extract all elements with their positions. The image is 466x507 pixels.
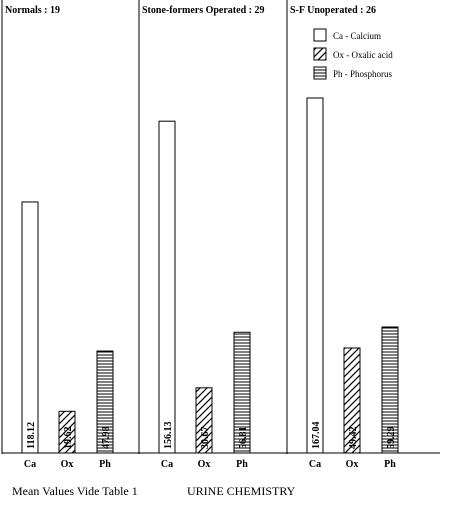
bar-value-label: 156.13 bbox=[163, 422, 174, 450]
bar-ca bbox=[158, 120, 176, 454]
bar-ox bbox=[58, 410, 76, 454]
bar-value-label: 19.62 bbox=[63, 427, 74, 450]
bar-value-label: 49.42 bbox=[348, 427, 359, 450]
legend-swatch bbox=[313, 47, 327, 61]
bar-ox bbox=[343, 347, 361, 454]
bar-value-label: 47.98 bbox=[101, 427, 112, 450]
bar-ox bbox=[195, 387, 213, 454]
panel-1: Normals : 19 118.12 Ca 19.62 Ox 47.98 Ph bbox=[1, 0, 114, 470]
footer-note: Mean Values Vide Table 1 bbox=[12, 484, 138, 498]
bar-ca bbox=[306, 97, 324, 454]
bar-value-label: 56.81 bbox=[238, 427, 249, 450]
bar-ph bbox=[381, 326, 399, 454]
bar-value-label: 30.67 bbox=[200, 427, 211, 450]
legend-label: Ca - Calcium bbox=[333, 31, 381, 41]
bar-value-label: 167.04 bbox=[311, 422, 322, 450]
chart-caption: URINE CHEMISTRY bbox=[187, 484, 296, 498]
category-label: Ox bbox=[346, 459, 359, 470]
category-label: Ca bbox=[24, 459, 36, 470]
legend-swatch bbox=[313, 66, 327, 80]
panel-2: Stone-formers Operated : 29 156.13 Ca 30.67… bbox=[138, 0, 264, 470]
category-label: Ph bbox=[236, 459, 248, 470]
category-label: Ca bbox=[309, 459, 321, 470]
bar-value-label: 59.29 bbox=[386, 427, 397, 450]
category-label: Ox bbox=[198, 459, 211, 470]
bar-ph bbox=[233, 331, 251, 454]
legend-label: Ox - Oxalic acid bbox=[333, 50, 393, 60]
bar-ph bbox=[96, 350, 114, 454]
chart-legend: Ca - Calcium Ox - Oxalic acid Ph - Phospho… bbox=[313, 28, 393, 80]
urine-chemistry-chart: Normals : 19118.12Ca19.62Ox47.98PhStone-… bbox=[1, 0, 440, 470]
legend-swatch bbox=[313, 28, 327, 42]
bar-ca bbox=[21, 201, 39, 454]
panel-title: S-F Unoperated : 26 bbox=[290, 5, 376, 16]
legend-label: Ph - Phosphorus bbox=[333, 69, 393, 79]
bar-value-label: 118.12 bbox=[26, 422, 37, 449]
panel-3: S-F Unoperated : 26 167.04 Ca 49.42 Ox 59.29 P… bbox=[286, 0, 399, 470]
category-label: Ca bbox=[161, 459, 173, 470]
panel-title: Stone-formers Operated : 29 bbox=[142, 5, 264, 16]
chart-footer: Mean Values Vide Table 1 URINE CHEMISTRY bbox=[12, 484, 295, 499]
panel-title: Normals : 19 bbox=[5, 5, 60, 16]
category-label: Ph bbox=[99, 459, 111, 470]
category-label: Ph bbox=[384, 459, 396, 470]
category-label: Ox bbox=[61, 459, 74, 470]
